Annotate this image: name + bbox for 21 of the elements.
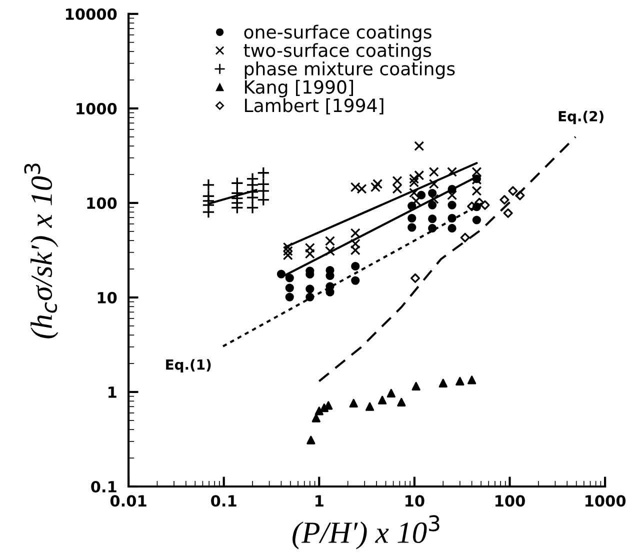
y-tick-label: 10000: [66, 8, 117, 20]
y-tick-label: 1: [108, 386, 116, 398]
x-tick-label: 1: [316, 495, 324, 506]
x-tick-label: 100: [496, 495, 525, 507]
legend-label: two-surface coatings: [244, 43, 432, 61]
legend-label: phase mixture coatings: [244, 61, 455, 79]
y-tick-label: 10: [98, 292, 117, 304]
series-label: Eq.(1): [166, 359, 211, 373]
x-axis-title: (P/H′) x 10$^{3}$: [292, 515, 440, 550]
y-tick-label: 1000: [76, 102, 117, 114]
y-tick-label: 100: [87, 197, 117, 209]
y-tick-label: 0.1: [91, 480, 116, 493]
x-tick-label: 10: [406, 495, 424, 507]
series-label: Eq.(2): [558, 110, 604, 124]
legend-label: one-surface coatings: [244, 24, 432, 42]
legend-label: Lambert [1994]: [245, 98, 384, 114]
x-tick-label: 0.01: [110, 495, 146, 507]
x-tick-label: 0.1: [211, 495, 236, 507]
legend-label: Kang [1990]: [245, 80, 353, 98]
y-axis-title: (h$_{c}$σ/sk′) x 10$^{3}$: [24, 164, 58, 338]
x-tick-label: 1000: [586, 495, 626, 507]
